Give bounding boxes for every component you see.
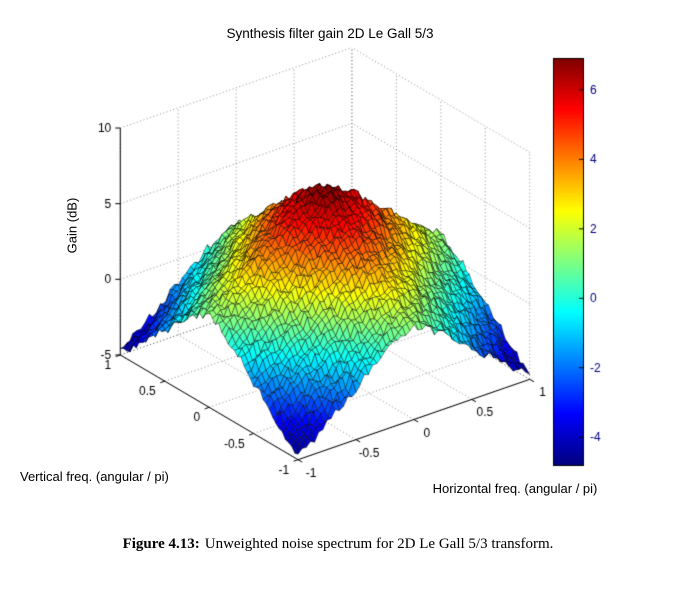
x-axis-label: Horizontal freq. (angular / pi) [432,481,598,496]
figure-caption-label: Figure 4.13: [122,536,200,552]
figure-caption-text: Unweighted noise spectrum for 2D Le Gall… [204,536,554,552]
figure-caption: Figure 4.13: Unweighted noise spectrum fo… [0,536,676,553]
surface-plot-canvas [0,0,676,520]
z-axis-label: Gain (dB) [64,197,80,254]
y-axis-label: Vertical freq. (angular / pi) [20,469,169,484]
plot-title: Synthesis filter gain 2D Le Gall 5/3 [226,26,434,41]
